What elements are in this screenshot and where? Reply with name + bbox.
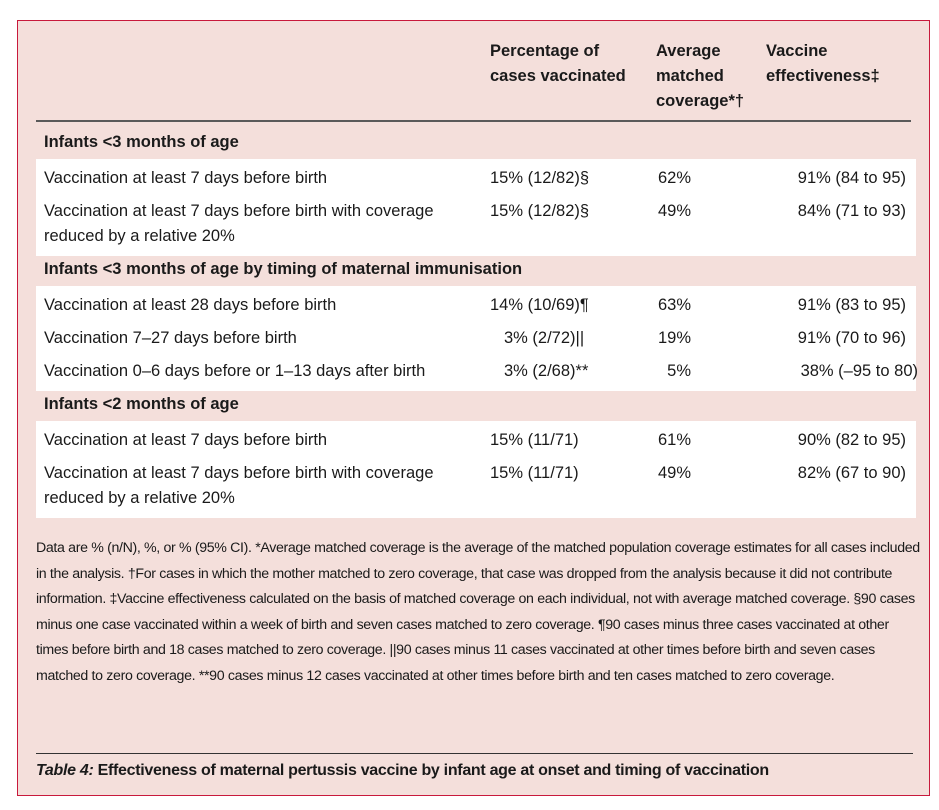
table-caption: Table 4: Effectiveness of maternal pertu…: [36, 762, 769, 780]
table-header: Percentage of cases vaccinated Average m…: [36, 39, 911, 120]
caption-label: Table 4:: [36, 762, 94, 779]
header-vaccine-effectiveness: Vaccine effectiveness‡: [766, 39, 880, 89]
table-row: Vaccination 7–27 days before birth 3% (2…: [36, 322, 916, 355]
cell-coverage: 49%: [657, 464, 691, 482]
header-line: effectiveness‡: [766, 67, 880, 85]
table-row: Vaccination 0–6 days before or 1–13 days…: [36, 355, 918, 388]
cell-pct-vaccinated: 15% (11/71): [490, 464, 579, 482]
cell-effectiveness: 84% (71 to 93): [797, 202, 906, 220]
table-row: Vaccination at least 7 days before birth…: [36, 424, 916, 457]
cell-effectiveness: 91% (83 to 95): [797, 296, 906, 314]
cell-effectiveness: 91% (84 to 95): [797, 169, 906, 187]
caption-rule: [36, 753, 913, 754]
section-rows: Vaccination at least 7 days before birth…: [36, 421, 916, 518]
header-line: Average: [656, 42, 721, 60]
section-infants-by-timing: Infants <3 months of age by timing of ma…: [36, 252, 918, 391]
cell-coverage: 63%: [657, 296, 691, 314]
cell-pct-vaccinated: 14% (10/69)¶: [490, 296, 589, 314]
cell-effectiveness: 91% (70 to 96): [797, 329, 906, 347]
section-rows: Vaccination at least 28 days before birt…: [36, 286, 918, 391]
section-title: Infants <3 months of age: [44, 133, 239, 151]
row-label: Vaccination at least 7 days before birth…: [44, 202, 434, 245]
cell-effectiveness: 90% (82 to 95): [797, 431, 906, 449]
table-footnote: Data are % (n/N), %, or % (95% CI). *Ave…: [36, 540, 920, 684]
header-rule: [36, 120, 911, 122]
row-label: Vaccination 0–6 days before or 1–13 days…: [44, 362, 426, 380]
table-panel: Percentage of cases vaccinated Average m…: [17, 20, 930, 796]
table-row: Vaccination at least 7 days before birth…: [36, 195, 916, 253]
header-average-matched-coverage: Average matched coverage*†: [656, 39, 744, 114]
cell-effectiveness: 38% (–95 to 80): [800, 362, 918, 380]
row-label: Vaccination 7–27 days before birth: [44, 329, 297, 347]
header-line: cases vaccinated: [490, 67, 626, 85]
section-infants-under-2-months: Infants <2 months of age Vaccination at …: [36, 387, 916, 518]
header-line: coverage*†: [656, 92, 745, 110]
cell-coverage: 61%: [657, 431, 691, 449]
caption-text: Effectiveness of maternal pertussis vacc…: [93, 762, 770, 779]
row-label: Vaccination at least 7 days before birth: [44, 169, 328, 187]
header-line: Percentage of: [490, 42, 600, 60]
header-line: Vaccine: [766, 42, 828, 60]
section-title: Infants <3 months of age by timing of ma…: [44, 260, 523, 278]
cell-coverage: 62%: [657, 169, 691, 187]
header-line: matched: [656, 67, 724, 85]
cell-effectiveness: 82% (67 to 90): [797, 464, 906, 482]
cell-pct-vaccinated: 15% (11/71): [490, 431, 579, 449]
section-infants-under-3-months: Infants <3 months of age Vaccination at …: [36, 125, 916, 256]
cell-coverage: 49%: [657, 202, 691, 220]
row-label: Vaccination at least 7 days before birth: [44, 431, 328, 449]
cell-pct-vaccinated: 3% (2/72)||: [504, 329, 585, 347]
cell-coverage: 19%: [657, 329, 691, 347]
row-label: Vaccination at least 7 days before birth…: [44, 464, 434, 507]
cell-coverage: 5%: [667, 362, 691, 380]
table-row: Vaccination at least 7 days before birth…: [36, 457, 916, 515]
section-title: Infants <2 months of age: [44, 395, 239, 413]
cell-pct-vaccinated: 3% (2/68)**: [504, 362, 589, 380]
cell-pct-vaccinated: 15% (12/82)§: [490, 169, 590, 187]
header-percentage-cases-vaccinated: Percentage of cases vaccinated: [490, 39, 626, 89]
table-row: Vaccination at least 28 days before birt…: [36, 289, 916, 322]
row-label: Vaccination at least 28 days before birt…: [44, 296, 337, 314]
section-rows: Vaccination at least 7 days before birth…: [36, 159, 916, 256]
cell-pct-vaccinated: 15% (12/82)§: [490, 202, 590, 220]
table-row: Vaccination at least 7 days before birth…: [36, 162, 916, 195]
